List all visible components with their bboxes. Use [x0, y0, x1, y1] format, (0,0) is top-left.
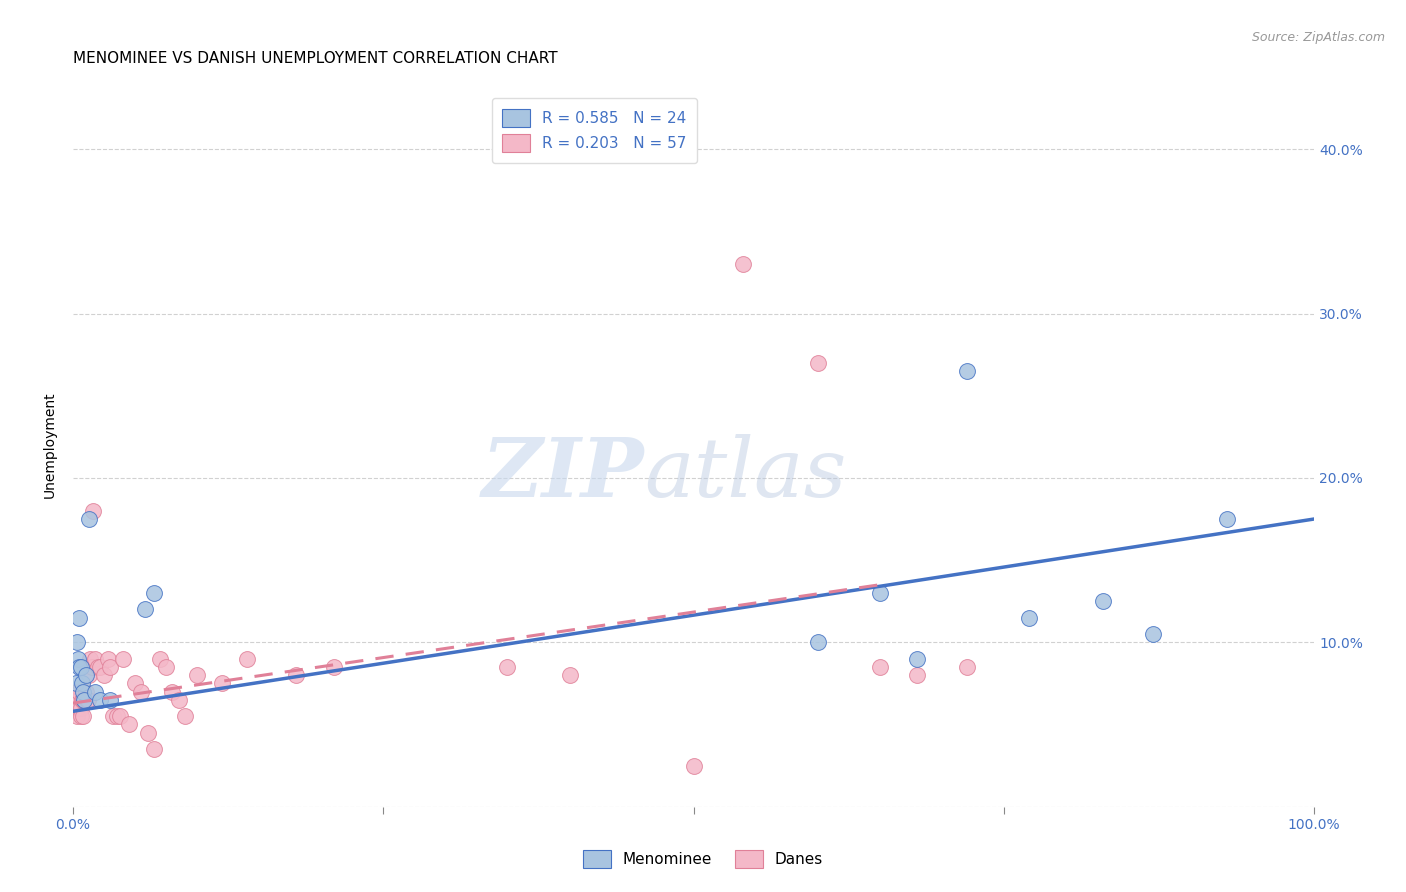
Point: [558, 668, 581, 682]
Point: [1216, 512, 1239, 526]
Point: [89, 693, 111, 707]
Point: [131, 684, 153, 698]
Point: [65, 693, 87, 707]
Legend: Menominee, Danes: Menominee, Danes: [576, 844, 830, 873]
Point: [73, 693, 96, 707]
Point: [65, 676, 87, 690]
Point: [77, 693, 100, 707]
Point: [98, 693, 121, 707]
Point: [66, 693, 89, 707]
Point: [869, 660, 891, 674]
Point: [1018, 610, 1040, 624]
Point: [236, 651, 259, 665]
Point: [111, 651, 134, 665]
Point: [905, 651, 928, 665]
Point: [869, 586, 891, 600]
Point: [101, 709, 124, 723]
Point: [72, 709, 94, 723]
Point: [905, 668, 928, 682]
Text: MENOMINEE VS DANISH UNEMPLOYMENT CORRELATION CHART: MENOMINEE VS DANISH UNEMPLOYMENT CORRELA…: [73, 51, 558, 66]
Point: [155, 660, 177, 674]
Point: [211, 676, 233, 690]
Point: [69, 701, 91, 715]
Y-axis label: Unemployment: Unemployment: [44, 392, 58, 499]
Point: [66, 709, 89, 723]
Point: [69, 709, 91, 723]
Point: [807, 635, 830, 649]
Point: [67, 610, 90, 624]
Text: atlas: atlas: [644, 434, 846, 514]
Point: [807, 356, 830, 370]
Point: [79, 651, 101, 665]
Point: [84, 684, 107, 698]
Point: [93, 668, 115, 682]
Point: [149, 651, 172, 665]
Point: [67, 693, 90, 707]
Point: [70, 693, 93, 707]
Point: [173, 709, 195, 723]
Point: [167, 693, 190, 707]
Point: [67, 660, 90, 674]
Point: [75, 668, 97, 682]
Point: [89, 660, 111, 674]
Point: [105, 709, 128, 723]
Point: [682, 758, 704, 772]
Point: [186, 668, 208, 682]
Point: [142, 742, 165, 756]
Point: [134, 602, 156, 616]
Point: [75, 684, 97, 698]
Point: [496, 660, 519, 674]
Point: [77, 512, 100, 526]
Point: [124, 676, 146, 690]
Point: [1142, 627, 1164, 641]
Point: [67, 701, 90, 715]
Point: [87, 660, 110, 674]
Point: [73, 693, 96, 707]
Point: [1092, 594, 1115, 608]
Point: [84, 651, 107, 665]
Point: [110, 709, 132, 723]
Point: [98, 660, 121, 674]
Point: [72, 684, 94, 698]
Point: [69, 660, 91, 674]
Point: [82, 504, 104, 518]
Point: [66, 701, 89, 715]
Point: [63, 693, 86, 707]
Point: [118, 717, 141, 731]
Point: [67, 693, 90, 707]
Point: [65, 684, 87, 698]
Point: [956, 364, 979, 378]
Point: [80, 660, 103, 674]
Point: [733, 257, 755, 271]
Text: ZIP: ZIP: [481, 434, 644, 514]
Point: [285, 668, 308, 682]
Point: [72, 693, 94, 707]
Text: Source: ZipAtlas.com: Source: ZipAtlas.com: [1251, 31, 1385, 45]
Point: [162, 684, 184, 698]
Point: [136, 725, 159, 739]
Legend: R = 0.585   N = 24, R = 0.203   N = 57: R = 0.585 N = 24, R = 0.203 N = 57: [492, 98, 697, 162]
Point: [142, 586, 165, 600]
Point: [66, 635, 89, 649]
Point: [956, 660, 979, 674]
Point: [67, 701, 90, 715]
Point: [77, 668, 100, 682]
Point: [70, 676, 93, 690]
Point: [67, 651, 90, 665]
Point: [67, 684, 90, 698]
Point: [76, 693, 98, 707]
Point: [97, 651, 120, 665]
Point: [322, 660, 344, 674]
